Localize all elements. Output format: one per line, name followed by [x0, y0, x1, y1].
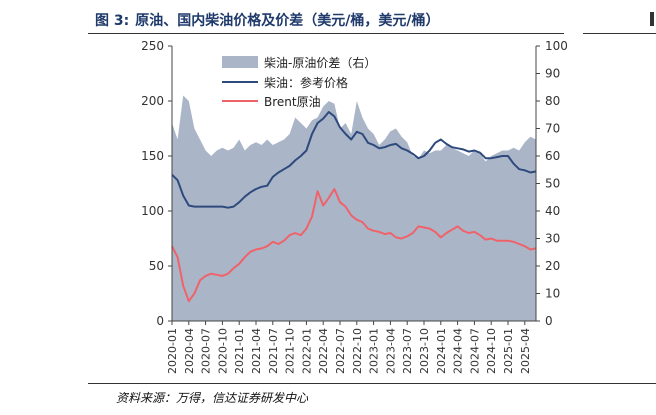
- legend-label: Brent原油: [264, 95, 321, 109]
- x-tick-label: 2020-01: [166, 328, 179, 374]
- right-tick-label: 20: [545, 259, 560, 273]
- series-area-spread: [172, 95, 536, 321]
- x-tick-label: 2023-04: [384, 328, 397, 374]
- legend-swatch-spread: [222, 56, 258, 68]
- right-tick-label: 60: [545, 149, 560, 163]
- top-rule: [88, 33, 564, 34]
- left-tick-label: 100: [141, 204, 164, 218]
- series-line-diesel: [171, 111, 537, 209]
- x-tick-label: 2020-04: [183, 328, 196, 374]
- right-tick-label: 100: [545, 39, 568, 53]
- x-tick-label: 2024-04: [452, 328, 465, 374]
- source-note: 资料来源：万得，信达证券研发中心: [116, 391, 309, 405]
- x-tick-label: 2022-04: [317, 328, 330, 374]
- x-tick-label: 2021-01: [233, 328, 246, 374]
- figure-title: 原油、国内柴油价格及价差（美元/桶，美元/桶）: [135, 13, 440, 29]
- x-tick-label: 2024-01: [435, 328, 448, 374]
- x-tick-label: 2025-04: [519, 328, 532, 374]
- bottom-rule: [88, 383, 656, 384]
- x-tick-label: 2022-10: [351, 328, 364, 374]
- edge-mark: [650, 12, 654, 26]
- right-tick-label: 90: [545, 67, 560, 81]
- right-tick-label: 70: [545, 122, 560, 136]
- x-tick-label: 2025-01: [502, 328, 515, 374]
- right-tick-label: 30: [545, 232, 560, 246]
- x-tick-label: 2024-07: [468, 328, 481, 374]
- x-tick-label: 2020-10: [216, 328, 229, 374]
- right-tick-label: 0: [545, 314, 553, 328]
- x-tick-label: 2022-07: [334, 328, 347, 374]
- series-line-brent: [171, 188, 537, 303]
- x-tick-label: 2021-10: [284, 328, 297, 374]
- x-tick-label: 2024-10: [485, 328, 498, 374]
- figure-number: 图 3:: [95, 13, 130, 29]
- left-tick-label: 250: [141, 39, 164, 53]
- legend-label: 柴油-原油价差（右）: [264, 55, 376, 70]
- right-tick-label: 50: [545, 177, 560, 191]
- x-tick-label: 2022-01: [300, 328, 313, 374]
- x-tick-label: 2020-07: [200, 328, 213, 374]
- top-rule-right: [583, 33, 656, 34]
- left-tick-label: 50: [149, 259, 164, 273]
- left-tick-label: 150: [141, 149, 164, 163]
- x-tick-label: 2021-04: [250, 328, 263, 374]
- legend-label: 柴油：参考价格: [264, 75, 348, 90]
- left-tick-label: 0: [156, 314, 164, 328]
- right-tick-label: 40: [545, 204, 560, 218]
- x-tick-label: 2021-07: [267, 328, 280, 374]
- figure-caption: 图 3: 原油、国内柴油价格及价差（美元/桶，美元/桶）: [95, 10, 439, 30]
- x-tick-label: 2023-01: [368, 328, 381, 374]
- left-tick-label: 200: [141, 94, 164, 108]
- right-tick-label: 10: [545, 287, 560, 301]
- x-tick-label: 2023-10: [418, 328, 431, 374]
- right-tick-label: 80: [545, 94, 560, 108]
- x-tick-label: 2023-07: [401, 328, 414, 374]
